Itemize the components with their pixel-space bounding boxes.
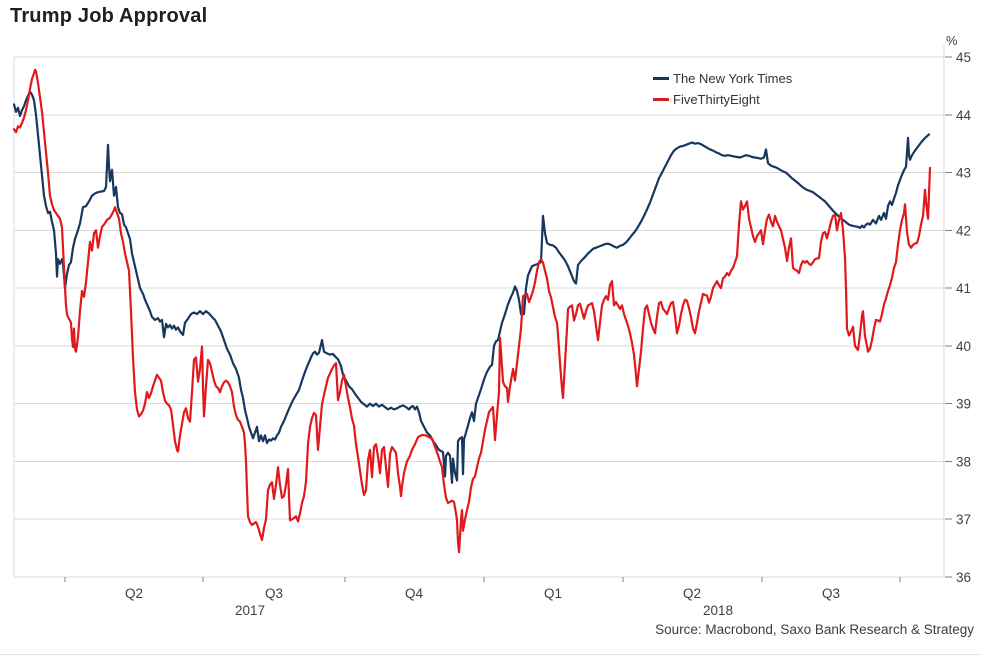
nyt-line-swatch [653, 76, 669, 80]
legend-label-538: FiveThirtyEight [673, 91, 760, 107]
x-year-label: 2018 [703, 603, 733, 618]
legend-item-538: FiveThirtyEight [653, 90, 792, 108]
x-year-label: 2017 [235, 603, 265, 618]
fivethirtyeight-line-swatch [653, 97, 669, 101]
y-axis-unit-label: % [946, 33, 958, 48]
x-quarter-label: Q4 [405, 586, 424, 601]
y-tick-label: 38 [956, 454, 971, 469]
y-tick-label: 42 [956, 223, 971, 238]
y-tick-label: 36 [956, 570, 971, 585]
legend-label-nyt: The New York Times [673, 70, 793, 86]
legend-item-nyt: The New York Times [653, 69, 792, 87]
x-quarter-label: Q3 [822, 586, 840, 601]
y-tick-label: 41 [956, 281, 971, 296]
y-tick-label: 44 [956, 108, 972, 123]
x-quarter-label: Q2 [125, 586, 143, 601]
chart-title: Trump Job Approval [10, 5, 208, 27]
y-tick-label: 45 [956, 50, 971, 65]
x-quarter-label: Q3 [265, 586, 283, 601]
nyt-series-line [12, 90, 931, 484]
y-tick-label: 40 [956, 339, 971, 354]
y-tick-label: 43 [956, 166, 971, 181]
x-quarter-label: Q1 [544, 586, 562, 601]
source-attribution: Source: Macrobond, Saxo Bank Research & … [655, 622, 974, 637]
y-tick-label: 37 [956, 512, 971, 527]
fivethirtyeight-series-line [12, 68, 932, 554]
chart-legend: The New York Times FiveThirtyEight [653, 69, 792, 108]
x-quarter-label: Q2 [683, 586, 701, 601]
y-tick-label: 39 [956, 397, 971, 412]
